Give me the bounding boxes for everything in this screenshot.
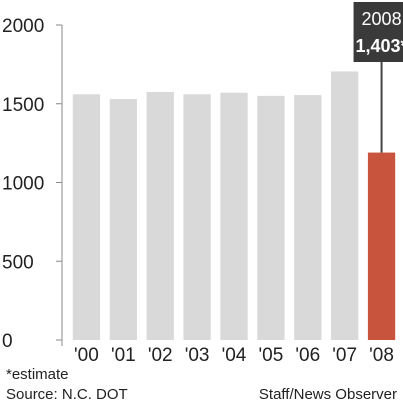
x-tick-label: '04 — [222, 345, 247, 366]
y-tick-label: 1500 — [2, 95, 44, 116]
x-tick-label: '02 — [148, 345, 173, 366]
x-axis-labels: '00 '01 '02 '03 '04 '05 '06 '07 '08 — [74, 345, 394, 366]
credit-note: Staff/News Observer — [258, 386, 397, 403]
x-tick-label: '05 — [259, 345, 284, 366]
bars — [72, 71, 396, 341]
bar — [257, 95, 285, 340]
x-tick-label: '06 — [295, 345, 320, 366]
y-tick-label: 0 — [2, 331, 13, 352]
callout-value: 1,403* — [356, 36, 403, 56]
y-axis: 0 500 1000 1500 2000 — [2, 16, 63, 352]
callout-year: 2008 — [362, 9, 402, 29]
footnote-estimate: *estimate — [6, 366, 69, 383]
source-note: Source: N.C. DOT — [6, 386, 128, 403]
highlight-callout: 2008 1,403* — [353, 2, 403, 153]
x-tick-label: '01 — [111, 345, 136, 366]
x-tick-label: '08 — [369, 345, 394, 366]
y-tick-label: 2000 — [2, 16, 44, 37]
y-tick-label: 500 — [2, 252, 34, 273]
bar — [220, 92, 248, 340]
bar — [331, 71, 359, 341]
bar — [72, 94, 101, 340]
x-tick-label: '03 — [185, 345, 210, 366]
bar — [146, 91, 174, 340]
x-tick-label: '07 — [332, 345, 357, 366]
bar — [183, 94, 211, 340]
y-tick-label: 1000 — [2, 174, 44, 195]
bar — [109, 99, 137, 341]
bar — [294, 95, 322, 341]
bar-highlight — [367, 152, 396, 340]
callout-box — [353, 2, 403, 62]
x-tick-label: '00 — [74, 345, 99, 366]
